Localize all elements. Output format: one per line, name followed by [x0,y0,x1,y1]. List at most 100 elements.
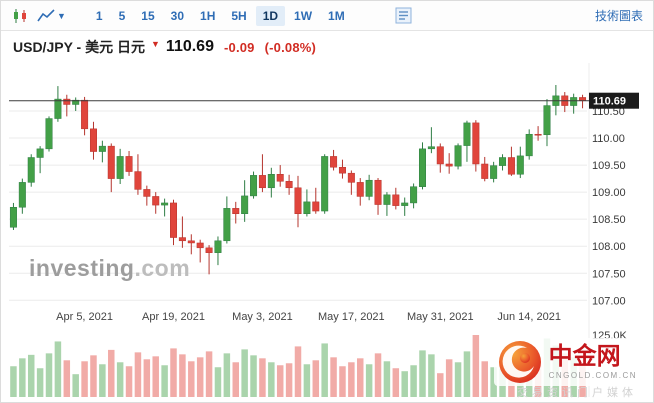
volume-bar [419,350,426,397]
volume-bar [170,348,177,397]
timeframe-button-1H[interactable]: 1H [193,6,222,26]
volume-bar [214,367,222,397]
price-down-arrow-icon: ▼ [151,39,160,49]
line-chart-icon [37,8,55,21]
candle-body [134,171,142,190]
candle-body [258,175,266,189]
candle-body [321,156,329,212]
candle-body [285,181,293,189]
cngold-logo: 中金网 CNGOLD.COM.CN [493,338,641,386]
timeframe-button-1D[interactable]: 1D [255,5,286,26]
price-change: -0.09 (-0.08%) [224,40,316,55]
timeframe-button-1W[interactable]: 1W [287,6,319,26]
volume-bar [285,363,293,397]
x-axis-label: May 31, 2021 [407,311,474,323]
candle-body [170,202,178,238]
volume-bar [348,362,355,397]
volume-bar [321,343,328,397]
volume-bar [463,351,471,397]
instrument-header: USD/JPY - 美元 日元 ▼ 110.69 -0.09 (-0.08%) [1,31,653,63]
candle-body [152,196,160,206]
volume-bar [392,368,400,397]
candle-body [36,148,44,158]
volume-bar [276,365,284,397]
cngold-tagline: 交易资讯门户媒体 [517,387,637,399]
candle-body [187,240,195,244]
change-value: -0.09 [223,39,255,55]
line-chart-type-button[interactable]: ▼ [37,8,66,24]
candle-body [454,145,462,167]
candle-body [481,163,489,179]
indicators-button[interactable] [395,7,412,24]
cngold-logo-text-wrap: 中金网 CNGOLD.COM.CN [549,344,637,379]
candle-body [9,207,17,228]
candle-body [303,201,311,215]
volume-bar [45,353,53,397]
indicators-panel-icon [395,7,412,24]
cngold-logo-text: 中金网 [548,343,621,371]
volume-bar [116,362,124,397]
candle-body [214,240,222,253]
candle-body [107,145,115,179]
timeframe-button-15[interactable]: 15 [134,6,161,26]
y-axis-label: 108.50 [592,214,626,226]
timeframe-button-30[interactable]: 30 [164,6,191,26]
x-axis-label: Jun 14, 2021 [497,311,561,323]
candle-body [196,242,204,249]
candle-body [330,156,338,168]
cngold-logo-subtext: CNGOLD.COM.CN [548,370,637,380]
x-axis-label: May 17, 2021 [318,311,385,323]
volume-bar [72,374,79,397]
volume-bar [312,360,320,397]
volume-bar [161,365,168,397]
technical-chart-link[interactable]: 技術圖表 [594,9,643,23]
y-axis-label: 109.00 [592,187,626,199]
timeframe-button-5H[interactable]: 5H [224,6,253,26]
candle-body [427,146,435,150]
timeframe-button-1[interactable]: 1 [89,6,110,26]
candle-body [232,208,240,215]
timeframe-button-1M[interactable]: 1M [321,6,352,26]
candle-body [241,195,249,214]
y-axis-label: 110.00 [592,133,625,145]
y-axis-label: 110.50 [592,106,625,118]
volume-bar [259,358,266,397]
candle-body [472,122,480,165]
volume-bar [339,366,346,397]
candle-body [374,179,382,205]
candle-body [116,156,124,179]
volume-bar [27,354,35,397]
candle-body [410,186,418,204]
y-axis-label: 108.00 [592,241,626,253]
chart-toolbar: ▼ 1 5 15 30 1H 5H 1D 1W 1M 技術圖表 [1,1,653,31]
volume-bar [125,366,133,397]
volume-bar [445,359,453,397]
volume-bar [152,356,159,397]
x-axis-label: Apr 5, 2021 [56,311,113,323]
candle-body [570,97,578,106]
volume-bar [357,358,364,397]
candle-body [81,99,89,130]
x-axis-label: Apr 19, 2021 [142,311,205,323]
volume-bar [188,361,195,397]
candle-body [499,157,507,166]
candle-body [18,182,26,208]
volume-bar [134,352,142,397]
instrument-title: USD/JPY - 美元 日元 [13,39,145,55]
volume-bar [179,354,186,397]
candle-body [312,201,320,212]
volume-bar [10,366,17,397]
volume-bar [81,361,88,397]
candle-body [223,208,231,242]
candlestick-chart-type-button[interactable] [11,7,29,25]
candle-body [27,157,35,183]
volume-bar [374,353,382,397]
timeframe-button-5[interactable]: 5 [112,6,133,26]
volume-bar [454,362,462,397]
cngold-logo-icon [498,341,541,383]
volume-bar [223,353,231,397]
candle-body [463,122,471,146]
volume-bar [36,368,44,397]
candle-body [534,133,542,136]
candle-body [276,174,284,182]
